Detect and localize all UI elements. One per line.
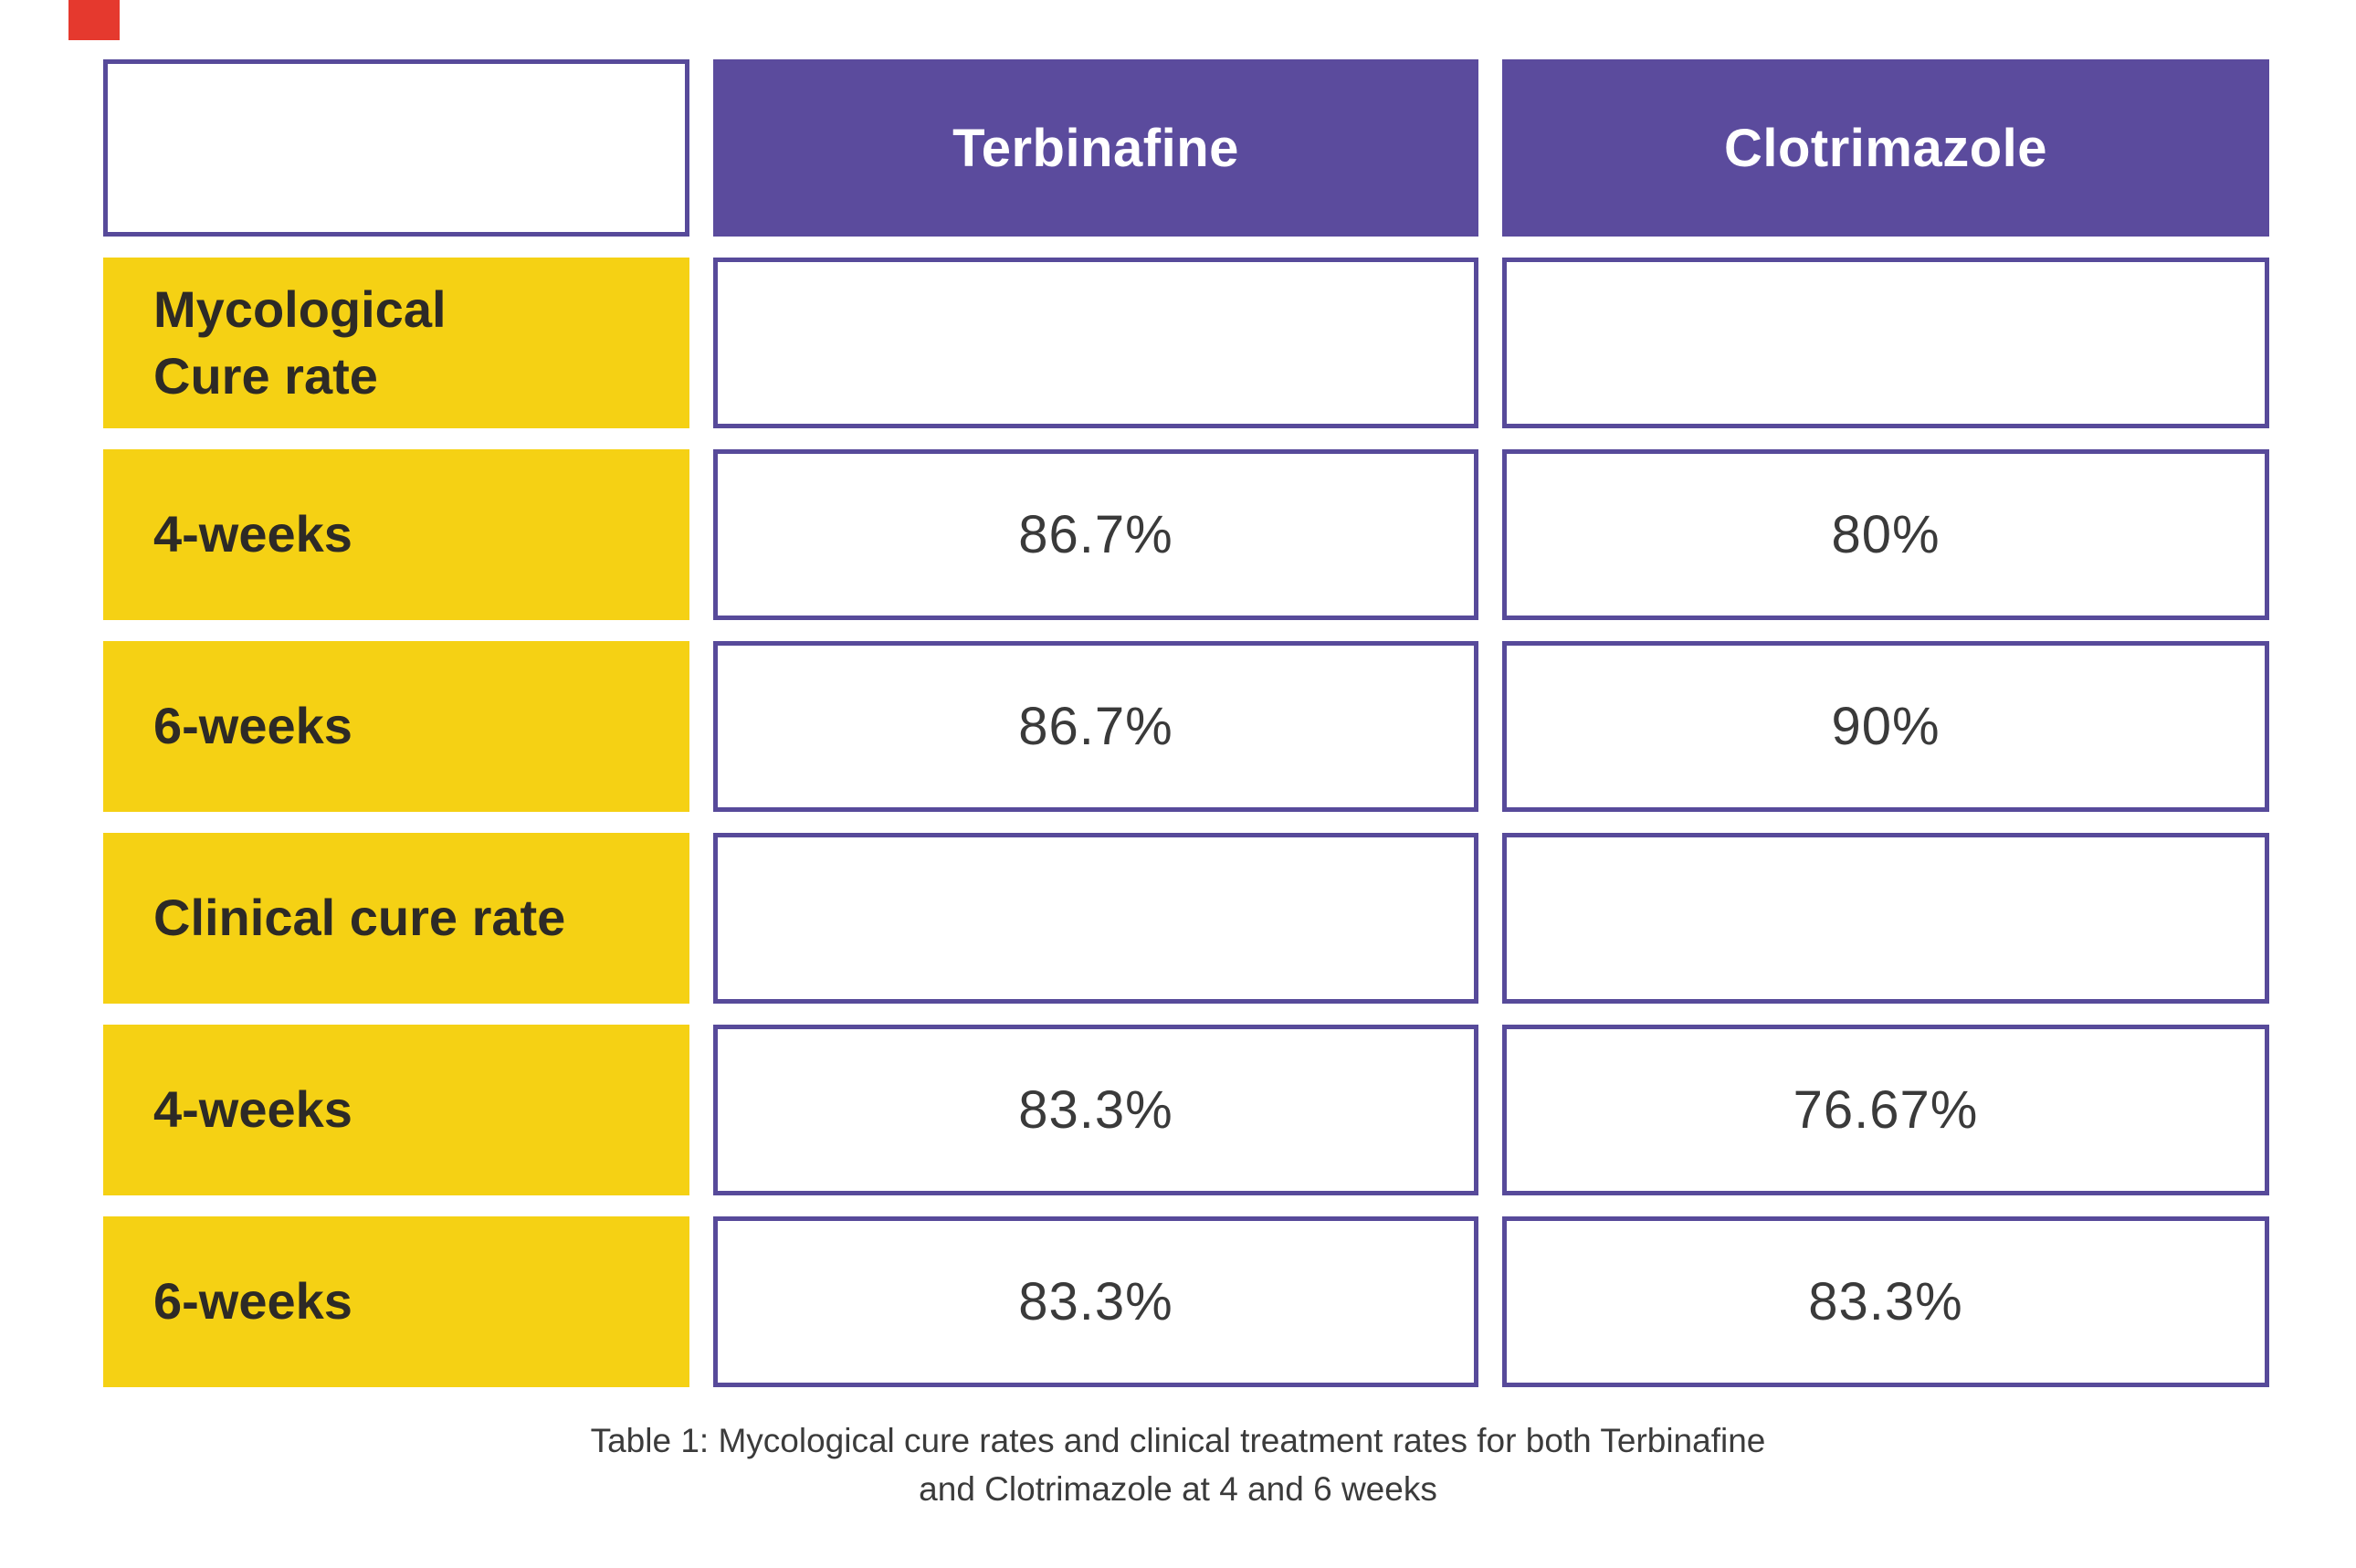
table-caption: Table 1: Mycological cure rates and clin… <box>0 1417 2356 1513</box>
value-cell-clinical-4w-terbinafine: 83.3% <box>713 1025 1478 1195</box>
caption-line-2: and Clotrimazole at 4 and 6 weeks <box>919 1469 1437 1508</box>
value-cell-clinical-terbinafine <box>713 833 1478 1004</box>
row-label-mycological-cure-rate: Mycological Cure rate <box>103 258 689 428</box>
header-empty-cell <box>103 59 689 237</box>
value-cell-clinical-clotrimazole <box>1502 833 2269 1004</box>
caption-line-1: Table 1: Mycological cure rates and clin… <box>590 1422 1766 1459</box>
value-cell-mycological-terbinafine <box>713 258 1478 428</box>
value-cell-mycological-6w-terbinafine: 86.7% <box>713 641 1478 812</box>
red-corner-marker <box>68 0 120 40</box>
value-cell-mycological-4w-terbinafine: 86.7% <box>713 449 1478 620</box>
row-label-clinical-4-weeks: 4-weeks <box>103 1025 689 1195</box>
value-cell-mycological-4w-clotrimazole: 80% <box>1502 449 2269 620</box>
row-label-clinical-6-weeks: 6-weeks <box>103 1216 689 1387</box>
value-cell-clinical-6w-terbinafine: 83.3% <box>713 1216 1478 1387</box>
row-label-mycological-6-weeks: 6-weeks <box>103 641 689 812</box>
value-cell-clinical-6w-clotrimazole: 83.3% <box>1502 1216 2269 1387</box>
row-label-mycological-4-weeks: 4-weeks <box>103 449 689 620</box>
column-header-terbinafine: Terbinafine <box>713 59 1478 237</box>
value-cell-clinical-4w-clotrimazole: 76.67% <box>1502 1025 2269 1195</box>
column-header-clotrimazole: Clotrimazole <box>1502 59 2269 237</box>
row-label-clinical-cure-rate: Clinical cure rate <box>103 833 689 1004</box>
value-cell-mycological-6w-clotrimazole: 90% <box>1502 641 2269 812</box>
cure-rates-table: Terbinafine Clotrimazole Mycological Cur… <box>103 59 2269 1387</box>
value-cell-mycological-clotrimazole <box>1502 258 2269 428</box>
